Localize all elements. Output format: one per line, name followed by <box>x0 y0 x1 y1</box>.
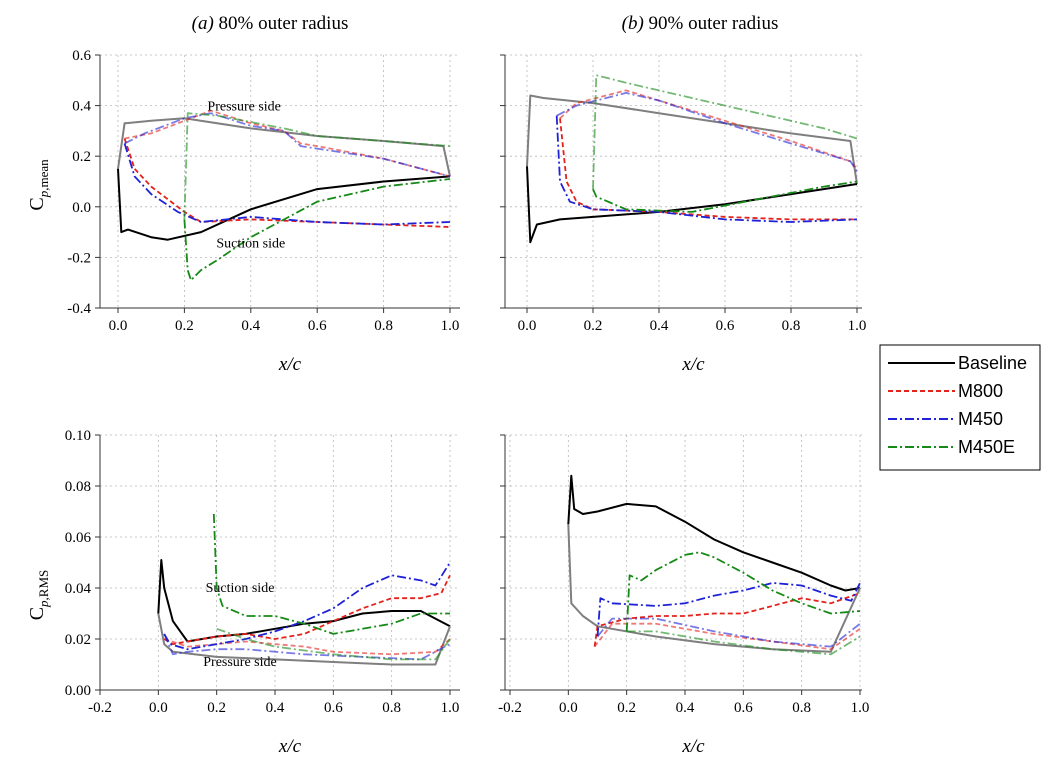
panel-a-mean: 0.0 0.2 0.4 0.6 0.8 1.0 -0.4 -0.2 0.0 0.2 0.4 0.6 x/… <box>67 48 460 375</box>
x-tick-label: 0.8 <box>782 318 801 334</box>
legend-label-m450e: M450E <box>958 437 1015 457</box>
series-line-m800-suction <box>595 593 860 647</box>
x-tick-label: 1.0 <box>441 318 460 334</box>
axes-frame <box>100 55 460 308</box>
series-line-baseline-suction <box>158 560 450 642</box>
series-line-baseline-suction <box>568 476 860 591</box>
x-tick-label: 0.6 <box>308 318 327 334</box>
y-tick-label: 0.08 <box>65 479 91 495</box>
x-axis-label: x/c <box>278 736 302 757</box>
x-tick-label: 0.0 <box>559 700 578 716</box>
y-tick-label: -0.4 <box>67 301 91 317</box>
axes-frame <box>100 435 460 690</box>
x-tick-label: 0.4 <box>266 700 285 716</box>
annotation: Suction side <box>216 236 285 251</box>
y-tick-label: 0.10 <box>65 428 91 444</box>
x-axis-label: x/c <box>681 736 705 757</box>
series-line-m450e-suction <box>214 514 450 634</box>
x-tick-label: 0.6 <box>716 318 735 334</box>
y-tick-label: 0.2 <box>72 149 91 165</box>
legend-label-m450: M450 <box>958 409 1003 429</box>
x-tick-label: 0.8 <box>374 318 393 334</box>
series-line-m450-pressure <box>125 113 450 176</box>
x-tick-label: 0.2 <box>175 318 194 334</box>
x-tick-label: 1.0 <box>441 700 460 716</box>
series-line-m450-suction <box>164 563 450 650</box>
x-tick-label: 0.2 <box>207 700 226 716</box>
series-line-baseline-suction <box>118 169 450 240</box>
axes-frame <box>505 55 862 308</box>
annotation: Suction side <box>206 581 275 596</box>
annotation: Pressure side <box>203 655 277 670</box>
y-tick-label: 0.6 <box>72 48 91 64</box>
x-tick-label: 0.2 <box>584 318 603 334</box>
y-tick-label: 0.0 <box>72 200 91 216</box>
ylabel-mean: Cp,mean <box>26 159 51 211</box>
series-line-m800-suction <box>560 118 857 219</box>
x-axis-label: x/c <box>278 354 302 375</box>
x-tick-label: 0.4 <box>676 700 695 716</box>
x-tick-label: 0.6 <box>324 700 343 716</box>
x-tick-label: 0.0 <box>149 700 168 716</box>
y-tick-label: 0.04 <box>65 581 92 597</box>
panel-title-a: (a) 80% outer radius <box>192 13 349 34</box>
y-tick-label: 0.00 <box>65 683 91 699</box>
series-line-baseline-suction <box>527 166 857 242</box>
y-tick-label: 0.06 <box>65 530 92 546</box>
x-tick-label: 0.8 <box>382 700 401 716</box>
x-axis-label: x/c <box>681 354 705 375</box>
x-tick-label: 1.0 <box>848 318 867 334</box>
x-tick-label: 0.4 <box>650 318 669 334</box>
legend-label-m800: M800 <box>958 381 1003 401</box>
x-tick-label: -0.2 <box>88 700 112 716</box>
x-tick-label: 0.6 <box>734 700 753 716</box>
panel-title-b: (b) 90% outer radius <box>622 13 779 34</box>
series-line-m800-pressure <box>125 111 450 177</box>
series-line-m800-pressure <box>164 639 450 654</box>
ylabel-rms: Cp,RMS <box>26 570 51 621</box>
x-tick-label: 0.0 <box>109 318 128 334</box>
x-tick-label: 0.2 <box>617 700 636 716</box>
y-tick-label: -0.2 <box>67 250 91 266</box>
x-tick-label: 0.4 <box>241 318 260 334</box>
series-line-m800-suction <box>125 139 450 228</box>
panel-b-rms: -0.2 0.0 0.2 0.4 0.6 0.8 1.0 x/c <box>498 435 869 757</box>
y-tick-label: 0.4 <box>72 99 91 115</box>
x-tick-label: 0.0 <box>518 318 537 334</box>
annotation: Pressure side <box>207 100 281 115</box>
legend-label-baseline: Baseline <box>958 353 1027 373</box>
y-tick-label: 0.02 <box>65 632 91 648</box>
series-line-baseline-pressure <box>527 96 857 185</box>
x-tick-label: 1.0 <box>851 700 870 716</box>
panel-b-mean: 0.0 0.2 0.4 0.6 0.8 1.0 x/c <box>500 55 866 375</box>
x-tick-label: -0.2 <box>498 700 522 716</box>
x-tick-label: 0.8 <box>792 700 811 716</box>
legend: Baseline M800 M450 M450E <box>880 345 1040 470</box>
panel-a-rms: -0.2 0.0 0.2 0.4 0.6 0.8 1.0 0.00 0.02 0.04 0.06 0.… <box>65 428 460 757</box>
